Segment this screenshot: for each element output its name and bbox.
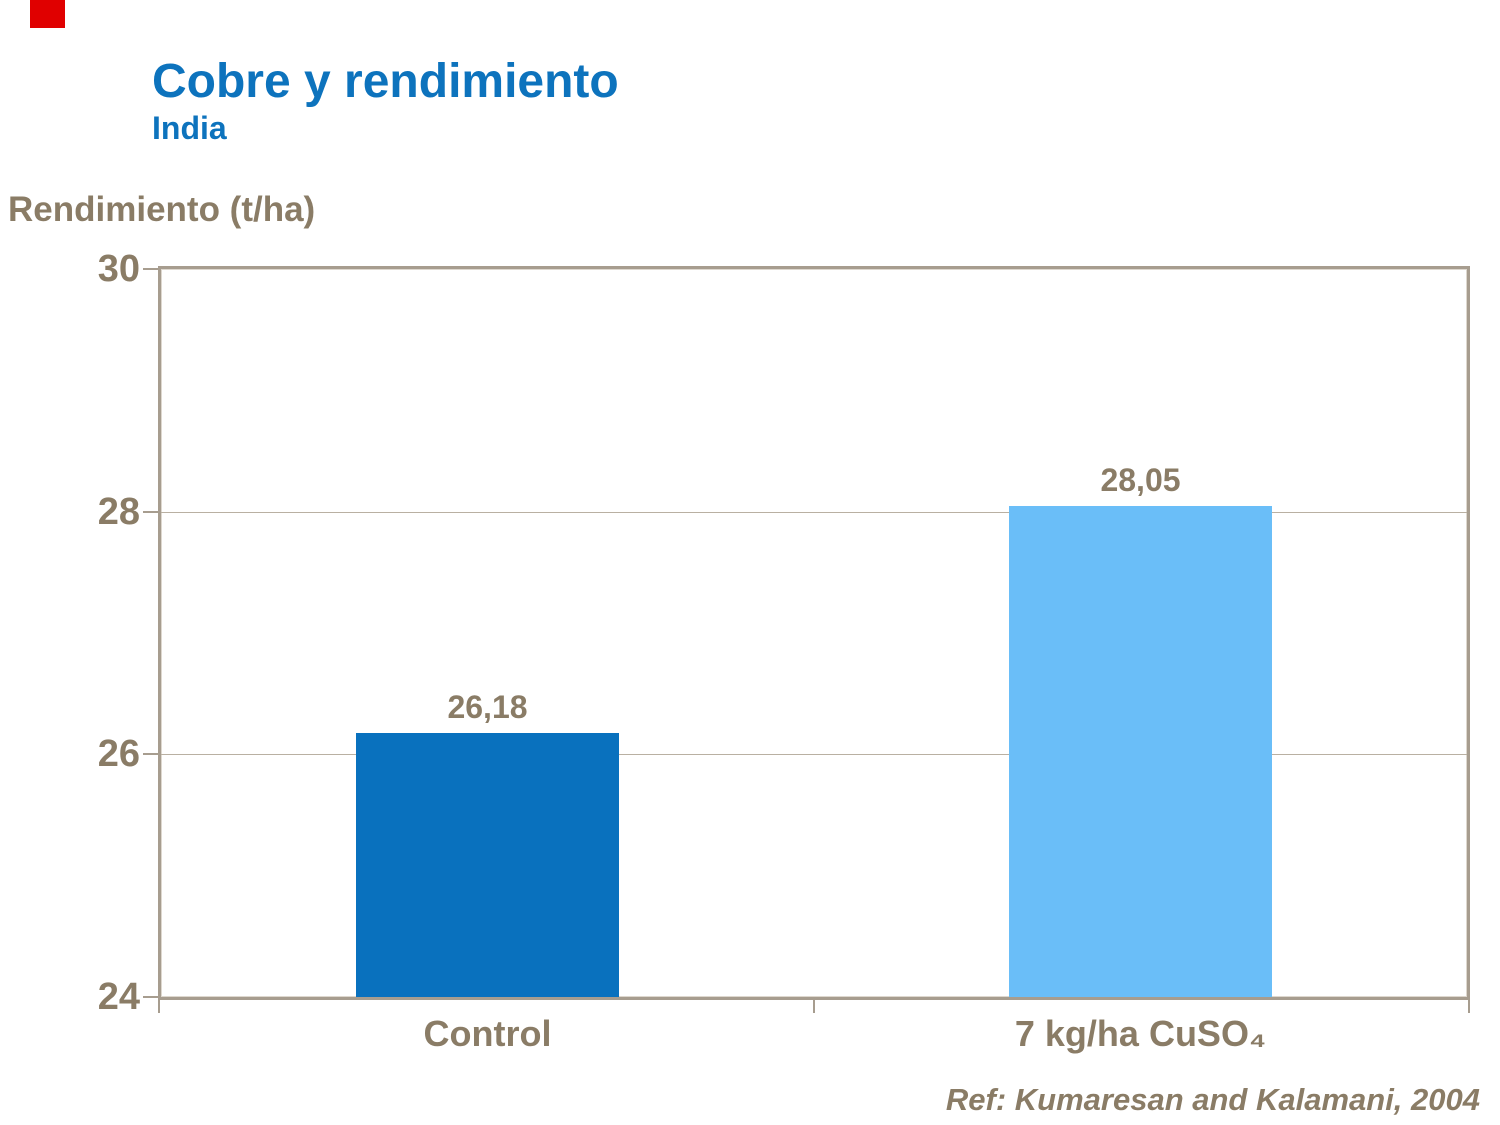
x-tick-mark-2 — [1468, 999, 1470, 1013]
y-axis-title: Rendimiento (t/ha) — [8, 190, 316, 229]
reference-text: Ref: Kumaresan and Kalamani, 2004 — [945, 1082, 1480, 1117]
bar-value-label-cuso4: 28,05 — [1100, 461, 1181, 498]
bar-control — [356, 732, 619, 997]
y-tick-mark-24 — [143, 996, 159, 998]
y-tick-label-30: 30 — [97, 248, 140, 290]
y-tick-label-28: 28 — [97, 490, 140, 533]
category-label-control: Control — [423, 1013, 552, 1054]
y-tick-mark-28 — [143, 510, 159, 513]
x-tick-mark-0 — [158, 999, 160, 1013]
category-label-cuso4: 7 kg/ha CuSO₄ — [1014, 1013, 1267, 1054]
bar-cuso4 — [1009, 505, 1272, 997]
y-tick-label-26: 26 — [97, 733, 140, 776]
plot-area: 26,18 28,05 — [158, 266, 1470, 1000]
gridline-28 — [161, 511, 1467, 513]
red-accent-block — [30, 0, 65, 28]
chart-subtitle: India — [152, 110, 227, 146]
y-tick-mark-26 — [143, 753, 159, 756]
chart-title: Cobre y rendimiento — [152, 55, 619, 108]
y-tick-label-24: 24 — [97, 976, 140, 1018]
gridline-26 — [161, 754, 1467, 756]
y-tick-mark-30 — [143, 268, 159, 270]
bar-value-label-control: 26,18 — [447, 688, 528, 725]
x-tick-mark-1 — [813, 999, 815, 1013]
